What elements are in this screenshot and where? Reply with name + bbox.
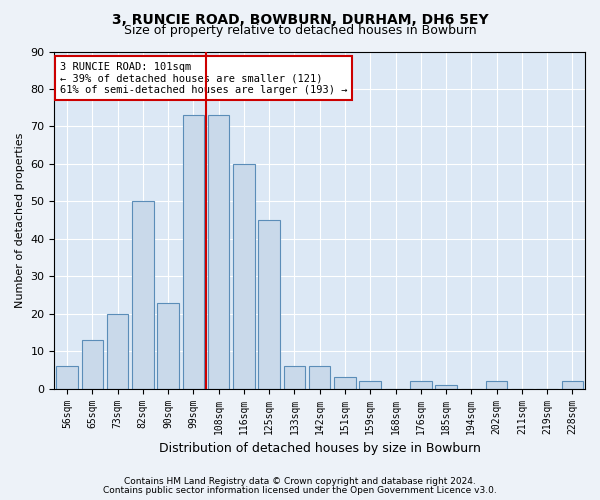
Bar — [359, 381, 381, 388]
Bar — [410, 381, 431, 388]
Bar — [56, 366, 78, 388]
Y-axis label: Number of detached properties: Number of detached properties — [15, 132, 25, 308]
Bar — [233, 164, 254, 388]
Bar — [82, 340, 103, 388]
Bar — [107, 314, 128, 388]
Bar — [157, 302, 179, 388]
Bar — [132, 202, 154, 388]
Bar — [259, 220, 280, 388]
Bar — [562, 381, 583, 388]
X-axis label: Distribution of detached houses by size in Bowburn: Distribution of detached houses by size … — [159, 442, 481, 455]
Bar — [334, 378, 356, 388]
Text: 3, RUNCIE ROAD, BOWBURN, DURHAM, DH6 5EY: 3, RUNCIE ROAD, BOWBURN, DURHAM, DH6 5EY — [112, 12, 488, 26]
Bar — [309, 366, 331, 388]
Text: Size of property relative to detached houses in Bowburn: Size of property relative to detached ho… — [124, 24, 476, 37]
Text: 3 RUNCIE ROAD: 101sqm
← 39% of detached houses are smaller (121)
61% of semi-det: 3 RUNCIE ROAD: 101sqm ← 39% of detached … — [60, 62, 347, 95]
Text: Contains HM Land Registry data © Crown copyright and database right 2024.: Contains HM Land Registry data © Crown c… — [124, 477, 476, 486]
Bar — [208, 115, 229, 388]
Bar — [182, 115, 204, 388]
Bar — [435, 385, 457, 388]
Bar — [284, 366, 305, 388]
Bar — [486, 381, 508, 388]
Text: Contains public sector information licensed under the Open Government Licence v3: Contains public sector information licen… — [103, 486, 497, 495]
